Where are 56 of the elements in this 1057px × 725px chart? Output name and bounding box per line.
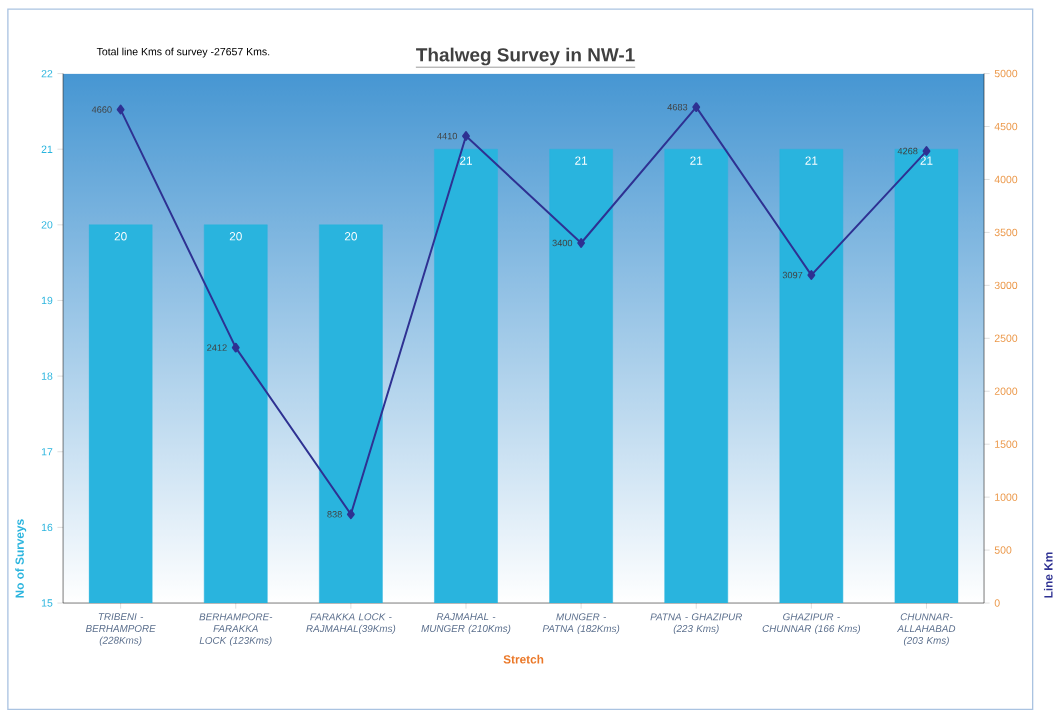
point <box>577 237 586 248</box>
y-tick-label: 18 <box>41 372 53 380</box>
x-tick-label: CHUNNAR- ALLAHABAD (203 Kms) <box>896 613 956 646</box>
point <box>231 342 240 353</box>
y2-tick-label: 2500 <box>994 334 1018 342</box>
data-label: 4410 <box>437 132 458 140</box>
data-label: 4268 <box>897 147 918 155</box>
y2-tick-label: 3000 <box>994 281 1018 289</box>
point <box>807 270 816 280</box>
y-tick-label: 21 <box>41 145 53 153</box>
y-tick-label: 16 <box>41 523 53 532</box>
data-label: 21 <box>460 156 472 165</box>
data-label: 2412 <box>207 344 227 351</box>
data-label: 20 <box>114 232 127 241</box>
x-tick-label: MUNGER - PATNA (182Kms) <box>542 613 620 634</box>
chart-title: Thalweg Survey in NW-1 <box>416 47 635 66</box>
data-label: 21 <box>690 156 703 165</box>
y2-tick-label: 4500 <box>994 122 1018 131</box>
x-axis-title: Stretch <box>503 654 544 664</box>
x-tick-label: BERHAMPORE-FARAKKA LOCK (123Kms) <box>199 613 273 646</box>
y2-tick-label: 5000 <box>994 69 1018 78</box>
data-label: 3097 <box>782 271 803 279</box>
y-tick-label: 22 <box>41 69 53 78</box>
text: Total line Kms of survey -27657 Kms. <box>96 47 270 58</box>
y2-tick-label: 2000 <box>994 387 1018 395</box>
y-tick-label: 15 <box>41 599 53 607</box>
data-label: 3400 <box>552 239 573 247</box>
data-label: 838 <box>327 510 342 518</box>
data-label: 20 <box>229 232 242 241</box>
y-axis-title: No of Surveys <box>15 519 27 598</box>
y-tick-label: 20 <box>41 221 53 229</box>
point <box>116 104 125 115</box>
data-label: 4683 <box>667 103 688 111</box>
y2-tick-label: 1000 <box>995 493 1018 501</box>
data-label: 21 <box>920 156 933 165</box>
x-tick-label: GHAZIPUR - CHUNNAR (166 Kms) <box>762 613 861 634</box>
y2-tick-label: 500 <box>994 546 1012 554</box>
data-label: 20 <box>344 232 357 241</box>
data-label: 4660 <box>91 106 112 113</box>
point <box>462 131 470 141</box>
y2-tick-label: 3500 <box>994 228 1018 237</box>
x-tick-label: RAJMAHAL - MUNGER (210Kms) <box>421 613 511 634</box>
x-tick-label: FARAKKA LOCK - RAJMAHAL(39Kms) <box>306 613 396 634</box>
point <box>346 509 355 520</box>
y-tick-label: 19 <box>41 296 53 305</box>
x-tick-label: PATNA - GHAZIPUR (223 Kms) <box>650 613 742 634</box>
y2-axis-title: Line Km <box>1043 552 1053 598</box>
x-tick-label: TRIBENI - BERHAMPORE (228Kms) <box>85 613 156 646</box>
point <box>692 102 701 112</box>
data-label: 21 <box>575 156 588 165</box>
y2-tick-label: 4000 <box>994 175 1018 184</box>
y-tick-label: 17 <box>41 448 53 456</box>
data-label: 21 <box>805 156 818 165</box>
y2-tick-label: 1500 <box>995 440 1018 448</box>
y2-tick-label: 0 <box>994 599 1000 607</box>
point <box>922 146 931 156</box>
